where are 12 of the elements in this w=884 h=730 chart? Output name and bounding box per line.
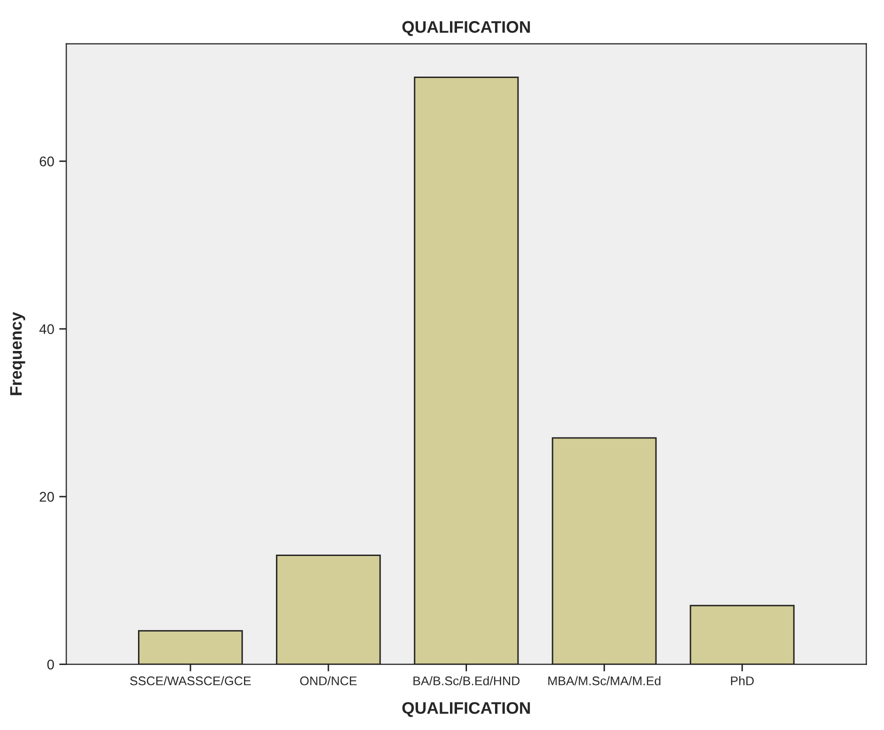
y-tick-label: 20 [40, 492, 54, 502]
y-tick-label: 40 [39, 324, 54, 334]
y-tick-label: 60 [40, 156, 54, 166]
x-tick-label: MBA/M.Sc/MA/M.Ed [548, 676, 660, 686]
x-axis-title: QUALIFICATION [402, 702, 530, 718]
y-tick-label: 0 [47, 660, 54, 670]
y-axis-title: Frequency [10, 312, 26, 396]
x-tick-label: BA/B.Sc/B.Ed/HND [414, 676, 520, 686]
x-tick-label: OND/NCE [300, 676, 357, 686]
x-tick-label: SSCE/WASSCE/GCE [130, 676, 251, 686]
x-tick-label: PhD [731, 676, 754, 686]
chart-title: QUALIFICATION [402, 21, 530, 36]
